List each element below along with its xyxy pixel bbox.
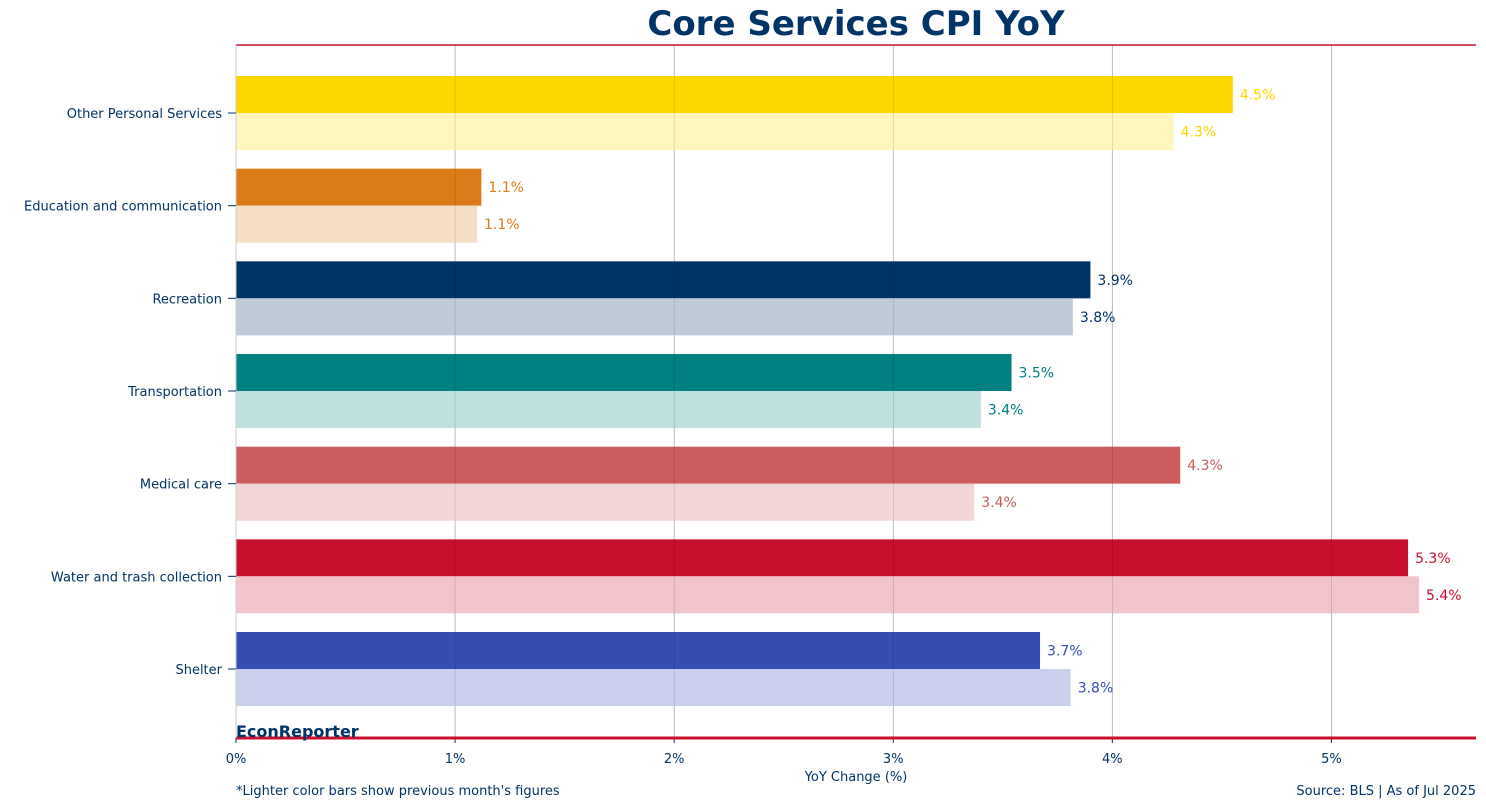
x-axis-label: YoY Change (%) [804,770,908,785]
y-category-label: Water and trash collection [51,570,222,585]
x-tick-label: 4% [1102,752,1123,767]
x-tick-label: 0% [226,752,247,767]
source-note: Source: BLS | As of Jul 2025 [1296,784,1476,799]
data-label-previous: 3.8% [1080,310,1116,326]
y-category-label: Transportation [127,385,222,400]
chart-title: Core Services CPI YoY [647,4,1065,44]
x-tick-label: 3% [883,752,904,767]
data-label-previous: 3.8% [1078,681,1114,697]
data-label-previous: 4.3% [1181,125,1217,141]
bar-previous [236,669,1071,706]
y-category-label: Other Personal Services [67,107,222,122]
bar-previous [236,576,1420,614]
data-label-current: 3.5% [1019,366,1055,382]
bar-current [236,446,1181,484]
footnote: *Lighter color bars show previous month'… [236,784,560,799]
data-label-current: 5.3% [1415,551,1451,567]
data-label-previous: 1.1% [484,217,520,233]
y-category-label: Medical care [140,478,222,493]
bar-previous [236,113,1174,150]
bar-previous [236,205,477,243]
data-label-current: 3.7% [1047,644,1083,660]
y-category-label: Education and communication [24,200,222,215]
y-category-label: Recreation [152,292,222,307]
data-label-previous: 3.4% [981,495,1017,511]
data-label-current: 4.3% [1187,458,1223,474]
bar-current [236,354,1012,391]
bar-current [236,168,482,206]
bar-previous [236,483,975,521]
brand-logo-text: EconReporter [236,722,359,741]
data-label-previous: 5.4% [1426,588,1462,604]
data-label-current: 3.9% [1097,273,1133,289]
bar-current [236,261,1091,299]
bar-current [236,632,1041,669]
bar-previous [236,391,981,428]
x-tick-label: 1% [445,752,466,767]
bar-previous [236,298,1073,336]
x-tick-label: 5% [1321,752,1342,767]
bar-current [236,539,1409,577]
x-tick-label: 2% [664,752,685,767]
data-label-current: 1.1% [488,180,524,196]
y-category-label: Shelter [175,663,222,678]
bar-current [236,76,1233,113]
data-label-current: 4.5% [1240,88,1276,104]
data-label-previous: 3.4% [988,403,1024,419]
